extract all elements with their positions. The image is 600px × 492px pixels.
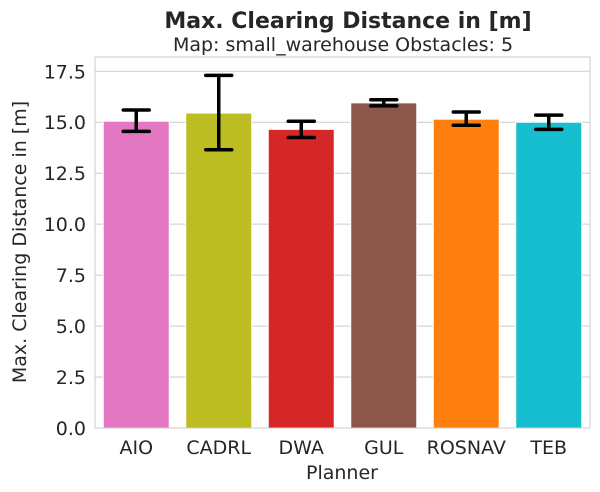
y-tick-label: 17.5	[44, 61, 86, 83]
error-bars	[121, 73, 564, 152]
error-bar-rosnav	[451, 110, 481, 128]
x-tick-label: TEB	[529, 437, 567, 459]
x-tick-label: ROSNAV	[427, 437, 506, 459]
y-tick-label: 0.0	[56, 418, 86, 440]
y-tick-label: 2.5	[56, 367, 86, 389]
bar-aio	[102, 120, 170, 429]
x-tick-label: DWA	[279, 437, 324, 459]
x-axis-label: Planner	[306, 462, 378, 484]
y-tick-label: 5.0	[56, 316, 86, 338]
bar-teb	[515, 121, 583, 429]
grid-lines	[95, 70, 590, 429]
error-bar-dwa	[286, 119, 316, 140]
bars	[102, 102, 583, 429]
x-tick-label: CADRL	[186, 437, 251, 459]
x-tick-label: AIO	[119, 437, 153, 459]
plot-frame	[94, 56, 591, 429]
bar-gul	[350, 102, 418, 429]
chart-title: Max. Clearing Distance in [m]	[164, 9, 531, 34]
error-bar-teb	[534, 113, 564, 132]
bar-rosnav	[432, 118, 500, 429]
error-bar-gul	[369, 98, 399, 108]
y-tick-label: 12.5	[44, 163, 86, 185]
y-axis-label: Max. Clearing Distance in [m]	[9, 101, 31, 383]
y-tick-label: 7.5	[56, 265, 86, 287]
y-tick-label: 15.0	[44, 112, 86, 134]
x-tick-labels: AIO CADRL DWA GUL ROSNAV TEB	[119, 437, 567, 459]
y-tick-label: 10.0	[44, 214, 86, 236]
error-bar-aio	[121, 108, 151, 134]
bar-cadrl	[185, 112, 253, 429]
x-tick-label: GUL	[364, 437, 404, 459]
chart-subtitle: Map: small_warehouse Obstacles: 5	[173, 34, 513, 56]
bar-dwa	[267, 128, 335, 429]
y-tick-labels: 0.0 2.5 5.0 7.5 10.0 12.5 15.0 17.5	[44, 61, 86, 440]
error-bar-cadrl	[204, 73, 234, 152]
